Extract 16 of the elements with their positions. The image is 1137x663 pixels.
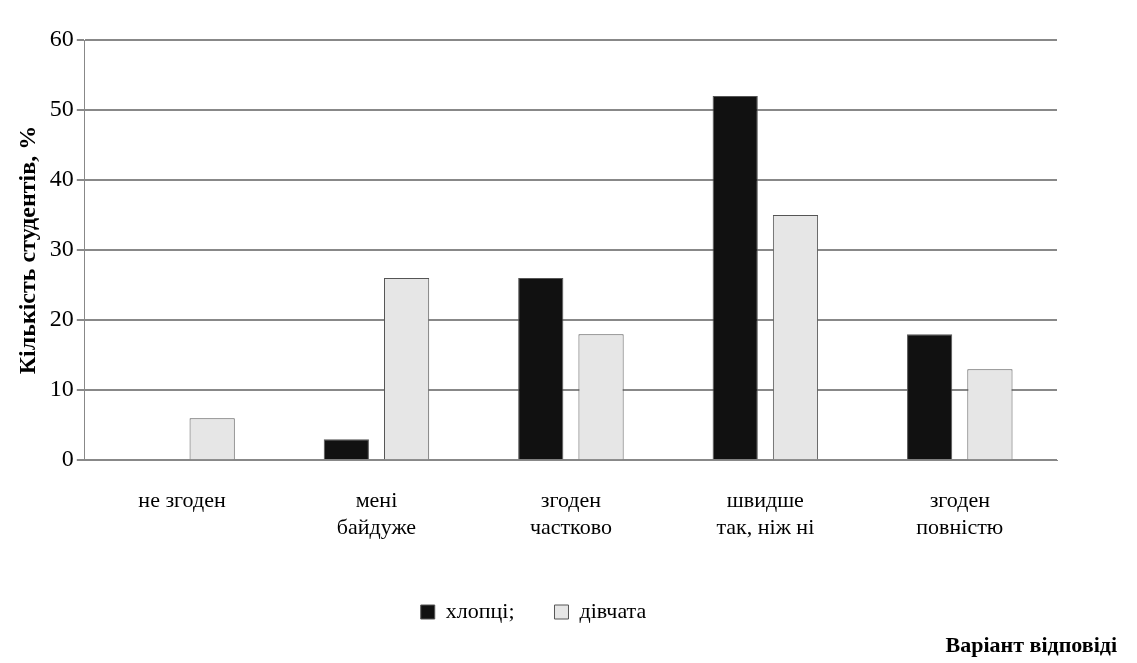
x-tick-label: швидше так, ніж ні [716, 487, 815, 539]
legend-label: дівчата [579, 597, 647, 623]
y-tick-label: 20 [49, 305, 74, 332]
x-axis-title: Варіант відповіді [945, 631, 1117, 657]
y-axis-title: Кількість студентів, % [13, 125, 40, 375]
y-tick-label: 0 [61, 445, 74, 472]
y-tick-label: 10 [49, 375, 74, 402]
x-tick-label: згоден частково [529, 487, 612, 539]
y-tick-label: 50 [49, 95, 74, 122]
legend-label: хлопці; [445, 597, 515, 623]
x-tick-label: згоден повністю [916, 487, 1004, 539]
x-tick-label: мені байдуже [336, 487, 417, 539]
y-tick-label: 40 [49, 165, 74, 192]
x-tick-label: не згоден [138, 487, 226, 513]
y-tick-label: 60 [49, 25, 74, 52]
y-tick-label: 30 [49, 235, 74, 262]
